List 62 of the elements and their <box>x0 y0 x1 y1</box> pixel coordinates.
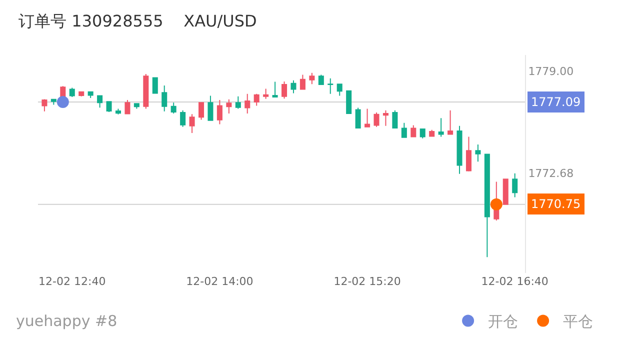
candlestick <box>226 98 232 114</box>
candlestick <box>272 81 278 98</box>
chart-title: 订单号 130928555 XAU/USD <box>18 12 257 31</box>
candlestick <box>134 103 140 110</box>
candlestick <box>318 74 324 86</box>
candlestick <box>401 122 407 138</box>
candlestick <box>162 85 168 112</box>
candlestick <box>152 77 158 94</box>
candlestick <box>115 108 121 115</box>
candlestick <box>124 100 130 114</box>
candlestick <box>502 178 508 205</box>
candlestick <box>88 91 94 98</box>
candlestick <box>198 102 204 120</box>
candlestick <box>189 114 195 134</box>
candlestick <box>106 101 112 112</box>
x-tick-label: 12-02 15:20 <box>334 275 401 288</box>
candlestick <box>50 98 56 106</box>
legend-label: 平仓 <box>563 312 594 331</box>
candlestick <box>420 128 426 139</box>
candlestick <box>475 144 481 162</box>
candlestick <box>336 84 342 96</box>
candlestick <box>429 129 435 137</box>
y-tick-label: 1772.68 <box>528 167 574 180</box>
candlestick <box>355 107 361 128</box>
candlestick <box>392 110 398 128</box>
y-tick-label: 1779.00 <box>528 65 574 78</box>
candlestick <box>244 93 250 114</box>
candlestick <box>300 74 306 90</box>
candlestick <box>456 125 462 174</box>
text: yuehappy #8 <box>16 312 118 330</box>
candlestick <box>374 112 380 128</box>
candlestick <box>346 90 352 114</box>
candlestick <box>484 154 490 258</box>
candlestick <box>235 96 241 110</box>
candlestick <box>438 118 444 138</box>
candlestick <box>78 91 84 97</box>
candlestick <box>309 72 315 85</box>
candlestick <box>466 136 472 172</box>
x-tick-label: 12-02 14:00 <box>186 275 254 288</box>
candlestick <box>328 78 334 94</box>
candlestick <box>170 102 176 114</box>
candlestick <box>282 80 288 100</box>
candlestick <box>42 98 48 112</box>
ref-line-label: 1777.09 <box>531 95 581 109</box>
candlestick <box>97 95 103 108</box>
candlestick <box>180 110 186 128</box>
candlestick <box>143 74 149 110</box>
candlestick <box>263 88 269 100</box>
x-tick-label: 12-02 12:40 <box>38 275 106 288</box>
candlestick <box>254 93 260 106</box>
candlestick <box>69 87 75 98</box>
candlestick <box>410 124 416 138</box>
candlestick <box>512 172 518 198</box>
candlestick <box>448 110 454 135</box>
ref-line-label: 1770.75 <box>531 197 581 211</box>
candlestick <box>364 108 370 128</box>
candlestick <box>290 80 296 94</box>
candlestick <box>382 110 388 126</box>
candlestick <box>216 100 222 125</box>
legend-label: 开仓 <box>488 312 518 331</box>
x-tick-label: 12-02 16:40 <box>481 275 548 288</box>
candlestick <box>208 95 214 121</box>
